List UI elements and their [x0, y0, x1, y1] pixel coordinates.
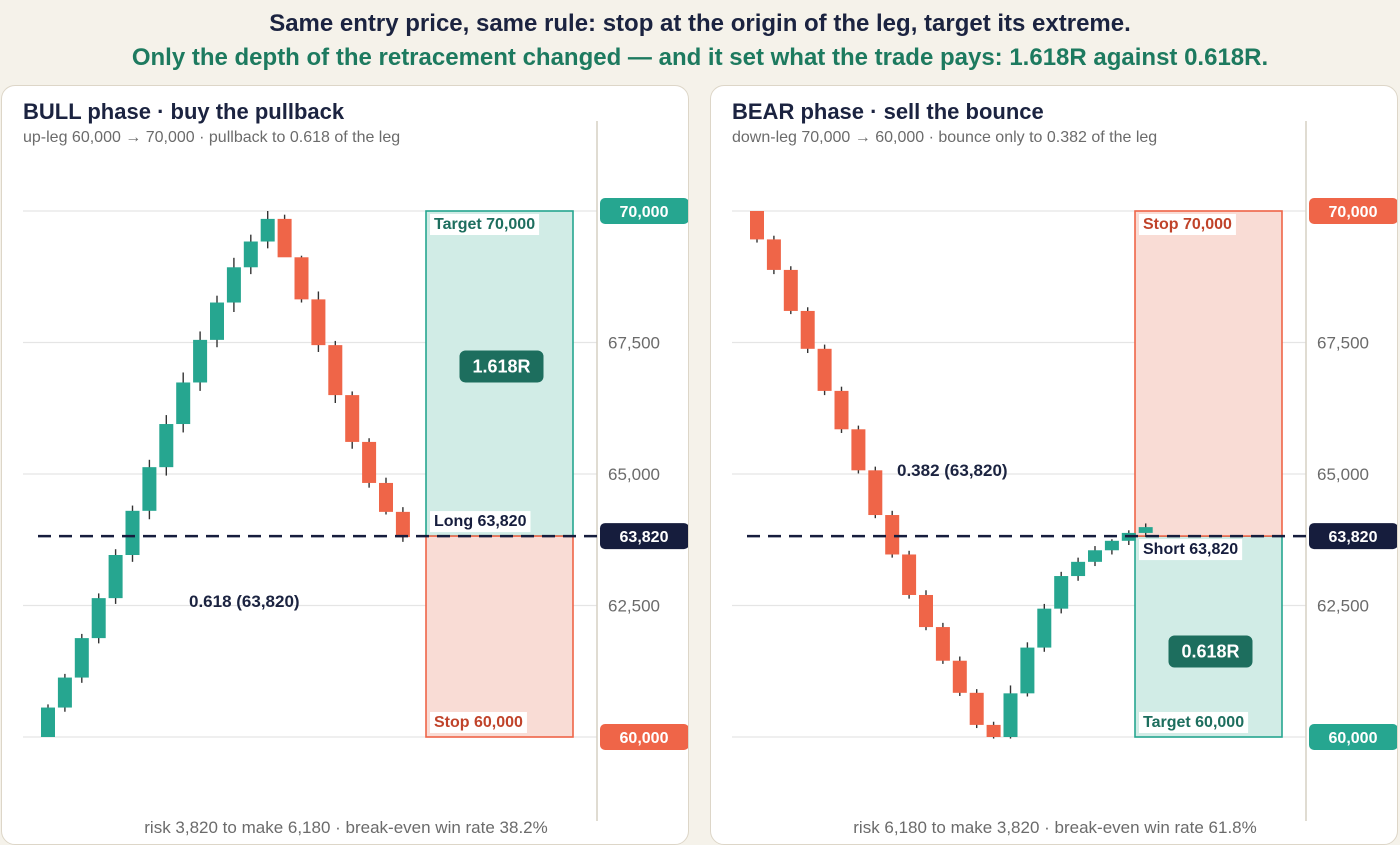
panel-subtitle: up-leg 60,000 → 70,000 · pullback to 0.6…	[23, 129, 401, 146]
candle	[277, 214, 292, 258]
panel-footer: risk 6,180 to make 3,820 · break-even wi…	[853, 818, 1257, 837]
candle	[1037, 603, 1052, 652]
candle	[851, 425, 866, 474]
candle	[750, 211, 764, 243]
candle	[328, 340, 343, 403]
candle	[952, 656, 967, 696]
candle	[868, 466, 883, 519]
candle	[226, 257, 241, 312]
entry-label: Long 63,820	[430, 511, 531, 533]
price-tag: 60,000	[1309, 724, 1397, 750]
bear-phase-panel: BEAR phase · sell the bounce down-leg 70…	[710, 85, 1398, 845]
svg-text:1.618R: 1.618R	[472, 357, 530, 377]
fib-level-label: 0.382 (63,820)	[897, 461, 1008, 480]
y-tick-label: 65,000	[608, 465, 660, 484]
candle	[1020, 642, 1035, 697]
y-tick-label: 67,500	[608, 334, 660, 353]
svg-text:Long 63,820: Long 63,820	[434, 513, 527, 530]
candle	[362, 438, 377, 488]
svg-text:Target 70,000: Target 70,000	[434, 216, 535, 233]
candle	[108, 549, 123, 604]
svg-text:70,000: 70,000	[620, 204, 669, 221]
candle	[142, 459, 157, 520]
upper-zone-label: Stop 70,000	[1139, 214, 1236, 235]
price-tag: 63,820	[1309, 523, 1397, 550]
panel-title: BEAR phase · sell the bounce	[732, 99, 1044, 124]
candle	[935, 622, 950, 664]
bear-chart: 67,500 65,000 62,500 0.382 (63,820) Stop 70,…	[732, 121, 1397, 821]
candle	[74, 633, 89, 683]
svg-text:60,000: 60,000	[1329, 730, 1378, 747]
candle	[1138, 523, 1153, 538]
upper-zone-label: Target 70,000	[430, 214, 540, 235]
candle	[969, 689, 984, 729]
entry-label: Short 63,820	[1139, 539, 1243, 561]
candle	[1071, 557, 1086, 581]
candle	[817, 344, 832, 396]
candle	[1121, 530, 1136, 546]
y-tick-label: 65,000	[1317, 465, 1369, 484]
candle	[210, 295, 224, 348]
fib-level-label: 0.618 (63,820)	[189, 592, 300, 611]
lower-zone-label: Stop 60,000	[430, 712, 527, 733]
candle	[783, 266, 798, 315]
y-tick-label: 67,500	[1317, 334, 1369, 353]
candle	[41, 704, 55, 737]
svg-text:Stop 60,000: Stop 60,000	[434, 714, 523, 731]
bull-phase-panel: BULL phase · buy the pullback up-leg 60,…	[1, 85, 689, 845]
price-tag: 70,000	[1309, 198, 1397, 224]
headline-line-1: Same entry price, same rule: stop at the…	[269, 10, 1131, 37]
risk-zone	[425, 535, 574, 738]
svg-text:60,000: 60,000	[620, 730, 669, 747]
candle	[885, 510, 900, 558]
panel-title: BULL phase · buy the pullback	[23, 99, 345, 124]
candle	[1003, 685, 1018, 739]
candle	[125, 505, 140, 562]
svg-text:Short 63,820: Short 63,820	[1143, 541, 1238, 558]
svg-text:Stop 70,000: Stop 70,000	[1143, 216, 1232, 233]
candle	[57, 673, 72, 712]
candle	[834, 386, 849, 433]
r-multiple-badge: 1.618R	[459, 350, 544, 383]
candle	[176, 372, 191, 433]
headline-line-2: Only the depth of the retracement change…	[131, 44, 1269, 71]
candle	[193, 331, 208, 391]
svg-text:Target 60,000: Target 60,000	[1143, 714, 1244, 731]
candle	[1104, 539, 1119, 555]
candle	[379, 477, 393, 515]
candle	[800, 307, 815, 354]
r-multiple-badge: 0.618R	[1168, 635, 1253, 668]
price-tag: 70,000	[600, 198, 688, 224]
candle	[294, 255, 309, 303]
panel-subtitle: down-leg 70,000 → 60,000 · bounce only t…	[732, 129, 1158, 146]
candle	[1088, 546, 1102, 567]
y-tick-label: 62,500	[608, 597, 660, 616]
y-tick-label: 62,500	[1317, 597, 1369, 616]
price-tag: 60,000	[600, 724, 688, 750]
candle	[260, 211, 275, 249]
candle	[986, 721, 1001, 739]
candle	[243, 234, 258, 275]
panel-footer: risk 3,820 to make 6,180 · break-even wi…	[144, 818, 548, 837]
svg-text:0.618R: 0.618R	[1181, 642, 1239, 662]
candle	[311, 291, 326, 352]
svg-text:63,820: 63,820	[620, 529, 669, 546]
svg-text:63,820: 63,820	[1329, 529, 1378, 546]
price-tag: 63,820	[600, 523, 688, 550]
candle	[919, 590, 933, 631]
candle	[1054, 571, 1069, 614]
lower-zone-label: Target 60,000	[1139, 712, 1249, 733]
candle	[91, 593, 106, 644]
candle	[902, 550, 917, 599]
risk-zone	[1134, 210, 1283, 537]
candle	[766, 235, 781, 275]
candle	[345, 391, 360, 449]
bull-chart: 67,500 65,000 62,500 0.618 (63,820) Target 7…	[23, 121, 688, 821]
svg-text:70,000: 70,000	[1329, 204, 1378, 221]
candle	[159, 415, 174, 476]
